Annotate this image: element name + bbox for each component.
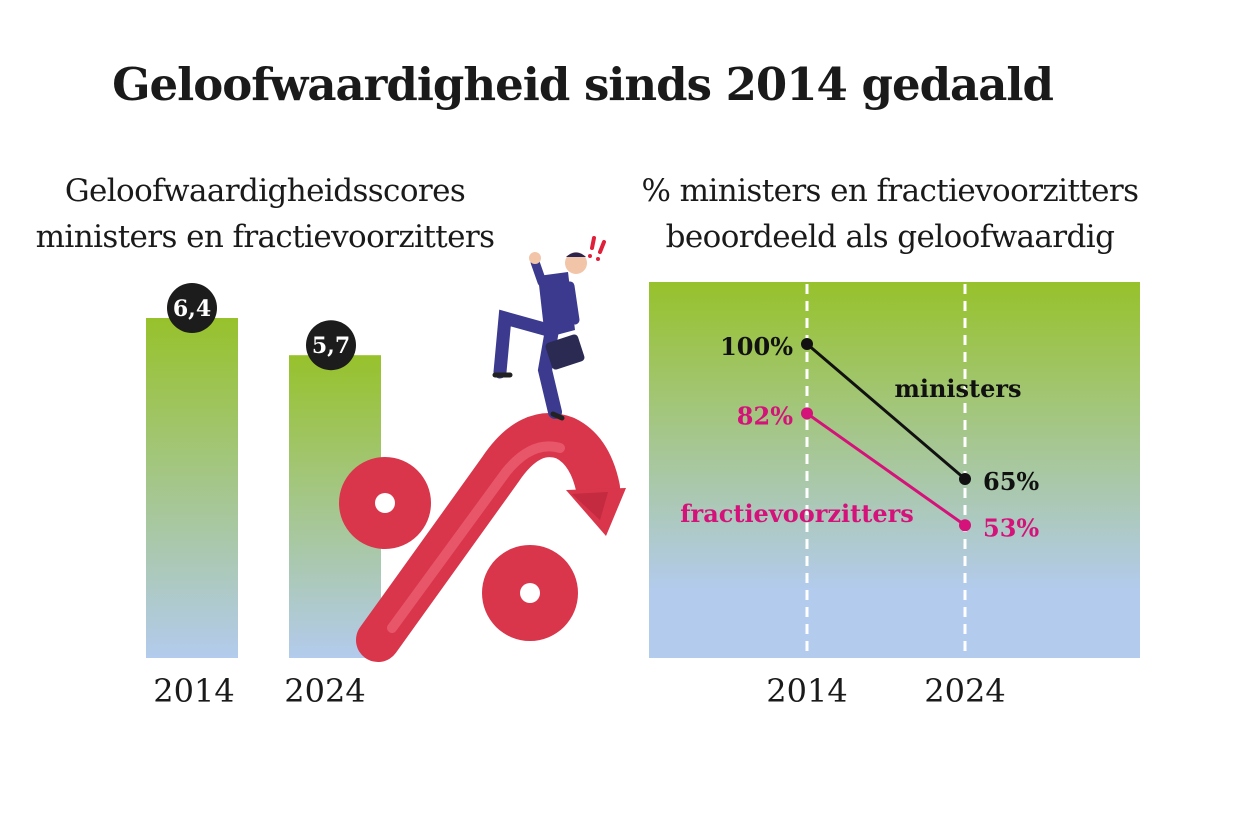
bar-chart-title-line-1: Geloofwaardigheidsscores [64,173,466,209]
falling-percent-arrow-with-businessman-icon [339,236,626,662]
series-name-ministers: ministers [894,374,1021,403]
line-chart-plot-area [649,282,1140,658]
series-point-ministers-2024 [959,472,971,485]
line-chart-title: % ministers en fractievoorzitters beoord… [620,168,1160,260]
businessman-icon [492,236,606,421]
series-point-fractievoorzitters-2024 [959,519,971,532]
series-name-fractievoorzitters: fractievoorzitters [680,499,914,528]
series-point-fractievoorzitters-2014 [801,407,813,420]
series-value-label-fractievoorzitters-2024: 53% [983,513,1039,542]
series-value-label-fractievoorzitters-2014: 82% [737,401,793,430]
bar-value-badge-2024 [306,320,356,371]
bar-value-label-2024: 5,7 [312,333,350,359]
line-x-tick-label-2024: 2024 [924,672,1005,710]
bar-chart-title-line-2: ministers en fractievoorzitters [35,219,495,255]
bar-2014 [146,318,238,658]
series-value-label-ministers-2014: 100% [720,332,793,361]
bar-value-badge-2014 [167,283,217,333]
line-chart-title-line-1: % ministers en fractievoorzitters [641,173,1140,209]
bar-x-tick-label-2024: 2024 [284,672,365,710]
bar-x-tick-label-2014: 2014 [153,672,234,710]
series-line-fractievoorzitters [806,412,966,527]
bar-value-label-2014: 6,4 [173,296,211,322]
series-point-ministers-2014 [801,338,813,350]
series-line-ministers [806,342,966,481]
line-x-tick-label-2014: 2014 [766,672,847,710]
series-value-label-ministers-2024: 65% [983,467,1039,496]
bar-chart-title: Geloofwaardigheidsscores ministers en fr… [10,168,520,260]
line-chart-title-line-2: beoordeeld als geloofwaardig [665,219,1115,255]
bar-chart: 6,4 2014 5,7 2024 [146,283,381,710]
line-chart: 2014 2024 100% 65% ministers 82% 53% fractievoo… [680,284,1039,710]
page-title: Geloofwaardigheid sinds 2014 gedaald [112,58,1054,111]
